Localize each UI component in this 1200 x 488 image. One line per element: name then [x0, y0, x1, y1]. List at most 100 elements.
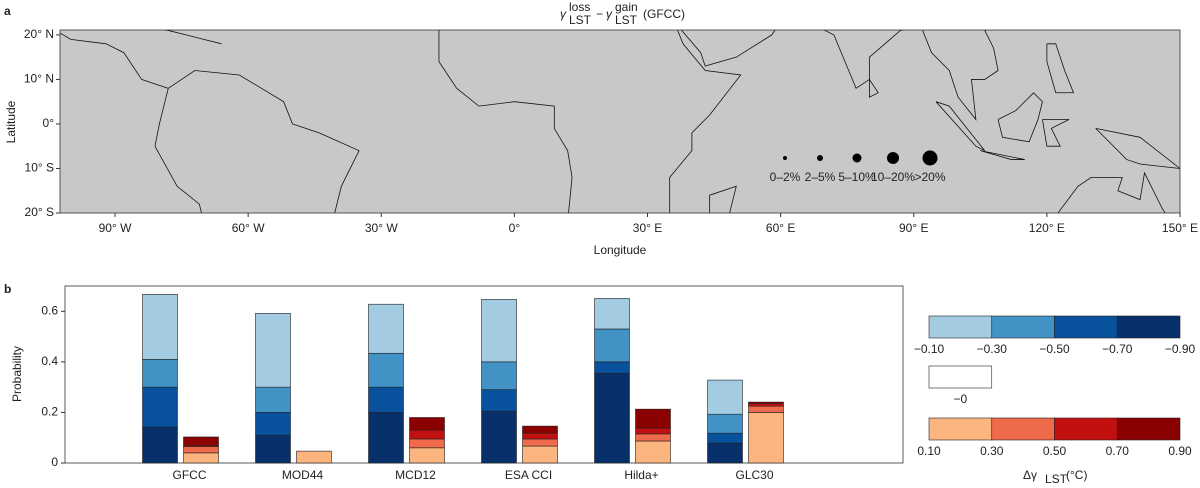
- bar-segment: [635, 440, 671, 464]
- colorbar-cell: [928, 417, 993, 441]
- x-tick-label: 90° W: [99, 221, 132, 235]
- colorbar-tick-label: −0.70: [1102, 342, 1133, 356]
- coastline: [162, 30, 222, 45]
- y-tick-label: 10° N: [24, 72, 54, 86]
- colorbar-cell: [991, 417, 1055, 441]
- colorbar-tick-label: −0.90: [1165, 342, 1196, 356]
- coastline: [60, 32, 169, 89]
- bar-segment: [142, 386, 178, 428]
- colorbar-cell: [928, 315, 993, 339]
- bar-segment: [142, 294, 178, 360]
- bar-segment: [183, 452, 219, 464]
- coastline: [868, 79, 879, 98]
- colorbar-tick-label: −0.10: [914, 342, 945, 356]
- colorbar-cell: [1116, 315, 1181, 339]
- bar-segment: [707, 379, 743, 415]
- bar-segment: [522, 432, 558, 440]
- bar-segment: [481, 389, 517, 412]
- coastline: [709, 185, 737, 213]
- x-tick-label: 120° E: [1029, 221, 1065, 235]
- panel-label: a: [4, 4, 11, 18]
- bar-segment: [368, 352, 404, 388]
- colorbar-cell: [1116, 417, 1181, 441]
- colorbar-zero: [928, 365, 993, 389]
- map-frame: [59, 29, 1181, 214]
- size-legend-label: 10–20%: [871, 170, 915, 184]
- colorbar-label: Δγ: [1023, 468, 1037, 482]
- colorbar-tick-label: −0.30: [977, 342, 1008, 356]
- bar-segment: [142, 426, 178, 464]
- bar-segment: [409, 429, 445, 440]
- bar-segment: [748, 403, 784, 407]
- size-legend-label: 5–10%: [838, 170, 876, 184]
- bar-segment: [522, 445, 558, 464]
- colorbar-cell: [1054, 417, 1118, 441]
- x-tick-label: GFCC: [173, 468, 207, 482]
- bar-segment: [481, 299, 517, 363]
- chart-title: (GFCC): [643, 7, 685, 21]
- bar-segment: [409, 447, 445, 464]
- x-tick-label: Hilda+: [624, 468, 658, 482]
- coastline: [980, 150, 1025, 160]
- bar-segment: [183, 446, 219, 454]
- coastline: [1046, 43, 1075, 94]
- colorbar-cell: [991, 315, 1055, 339]
- bar-segment: [481, 410, 517, 464]
- size-legend-label: 0–2%: [770, 170, 801, 184]
- colorbar-tick-label: 0.10: [917, 444, 941, 458]
- colorbar-tick-label: −0: [954, 392, 968, 406]
- bar-segment: [255, 386, 291, 413]
- coastline: [1042, 119, 1070, 147]
- chart-title: LST: [615, 13, 638, 27]
- coastline: [680, 30, 776, 67]
- coastlines: [60, 30, 1180, 213]
- y-tick-label: 20° S: [25, 205, 54, 219]
- bar-segment: [522, 438, 558, 447]
- bar-segment: [748, 412, 784, 464]
- colorbar-tick-label: −0.50: [1039, 342, 1070, 356]
- bar-segment: [635, 427, 671, 435]
- bar-segment: [409, 438, 445, 449]
- chart-title: −: [596, 7, 603, 21]
- bar-segment: [635, 408, 671, 429]
- x-tick-label: ESA CCI: [505, 468, 552, 482]
- coastline: [1057, 171, 1166, 213]
- colorbar-tick-label: 0.70: [1106, 444, 1130, 458]
- bar-segment: [255, 412, 291, 436]
- chart-title: loss: [569, 0, 590, 14]
- bar-segment: [594, 361, 630, 374]
- coastline: [154, 70, 360, 213]
- y-tick-label: 0: [51, 455, 58, 469]
- size-legend-dot: [817, 155, 823, 161]
- colorbar-label: (°C): [1066, 468, 1087, 482]
- size-legend-dot: [922, 150, 938, 166]
- bar-segment: [368, 412, 404, 464]
- y-tick-label: 10° S: [25, 161, 54, 175]
- bar-segment: [707, 413, 743, 434]
- bar-segment: [481, 361, 517, 390]
- bar-segment: [368, 303, 404, 354]
- x-tick-label: 90° E: [899, 221, 928, 235]
- bar-segment: [255, 434, 291, 464]
- x-tick-label: MOD44: [282, 468, 324, 482]
- x-tick-label: 30° W: [365, 221, 398, 235]
- y-tick-label: 0°: [43, 116, 55, 130]
- y-tick-label: 0.2: [41, 405, 58, 419]
- bar-segment: [707, 432, 743, 444]
- colorbar-tick-label: 0.90: [1168, 444, 1192, 458]
- bar-segment: [594, 298, 630, 330]
- size-legend-label: 2–5%: [805, 170, 836, 184]
- bar-segment: [748, 405, 784, 413]
- bar-segment: [707, 442, 743, 464]
- bar-segment: [142, 359, 178, 388]
- colorbar-tick-label: 0.50: [1043, 444, 1067, 458]
- y-tick-label: 20° N: [24, 27, 54, 41]
- x-tick-label: 60° W: [232, 221, 265, 235]
- x-tick-label: 60° E: [766, 221, 795, 235]
- bar-segment: [594, 328, 630, 363]
- size-legend-dot: [783, 156, 787, 160]
- x-axis-label: Longitude: [594, 243, 647, 257]
- bar-segment: [635, 433, 671, 442]
